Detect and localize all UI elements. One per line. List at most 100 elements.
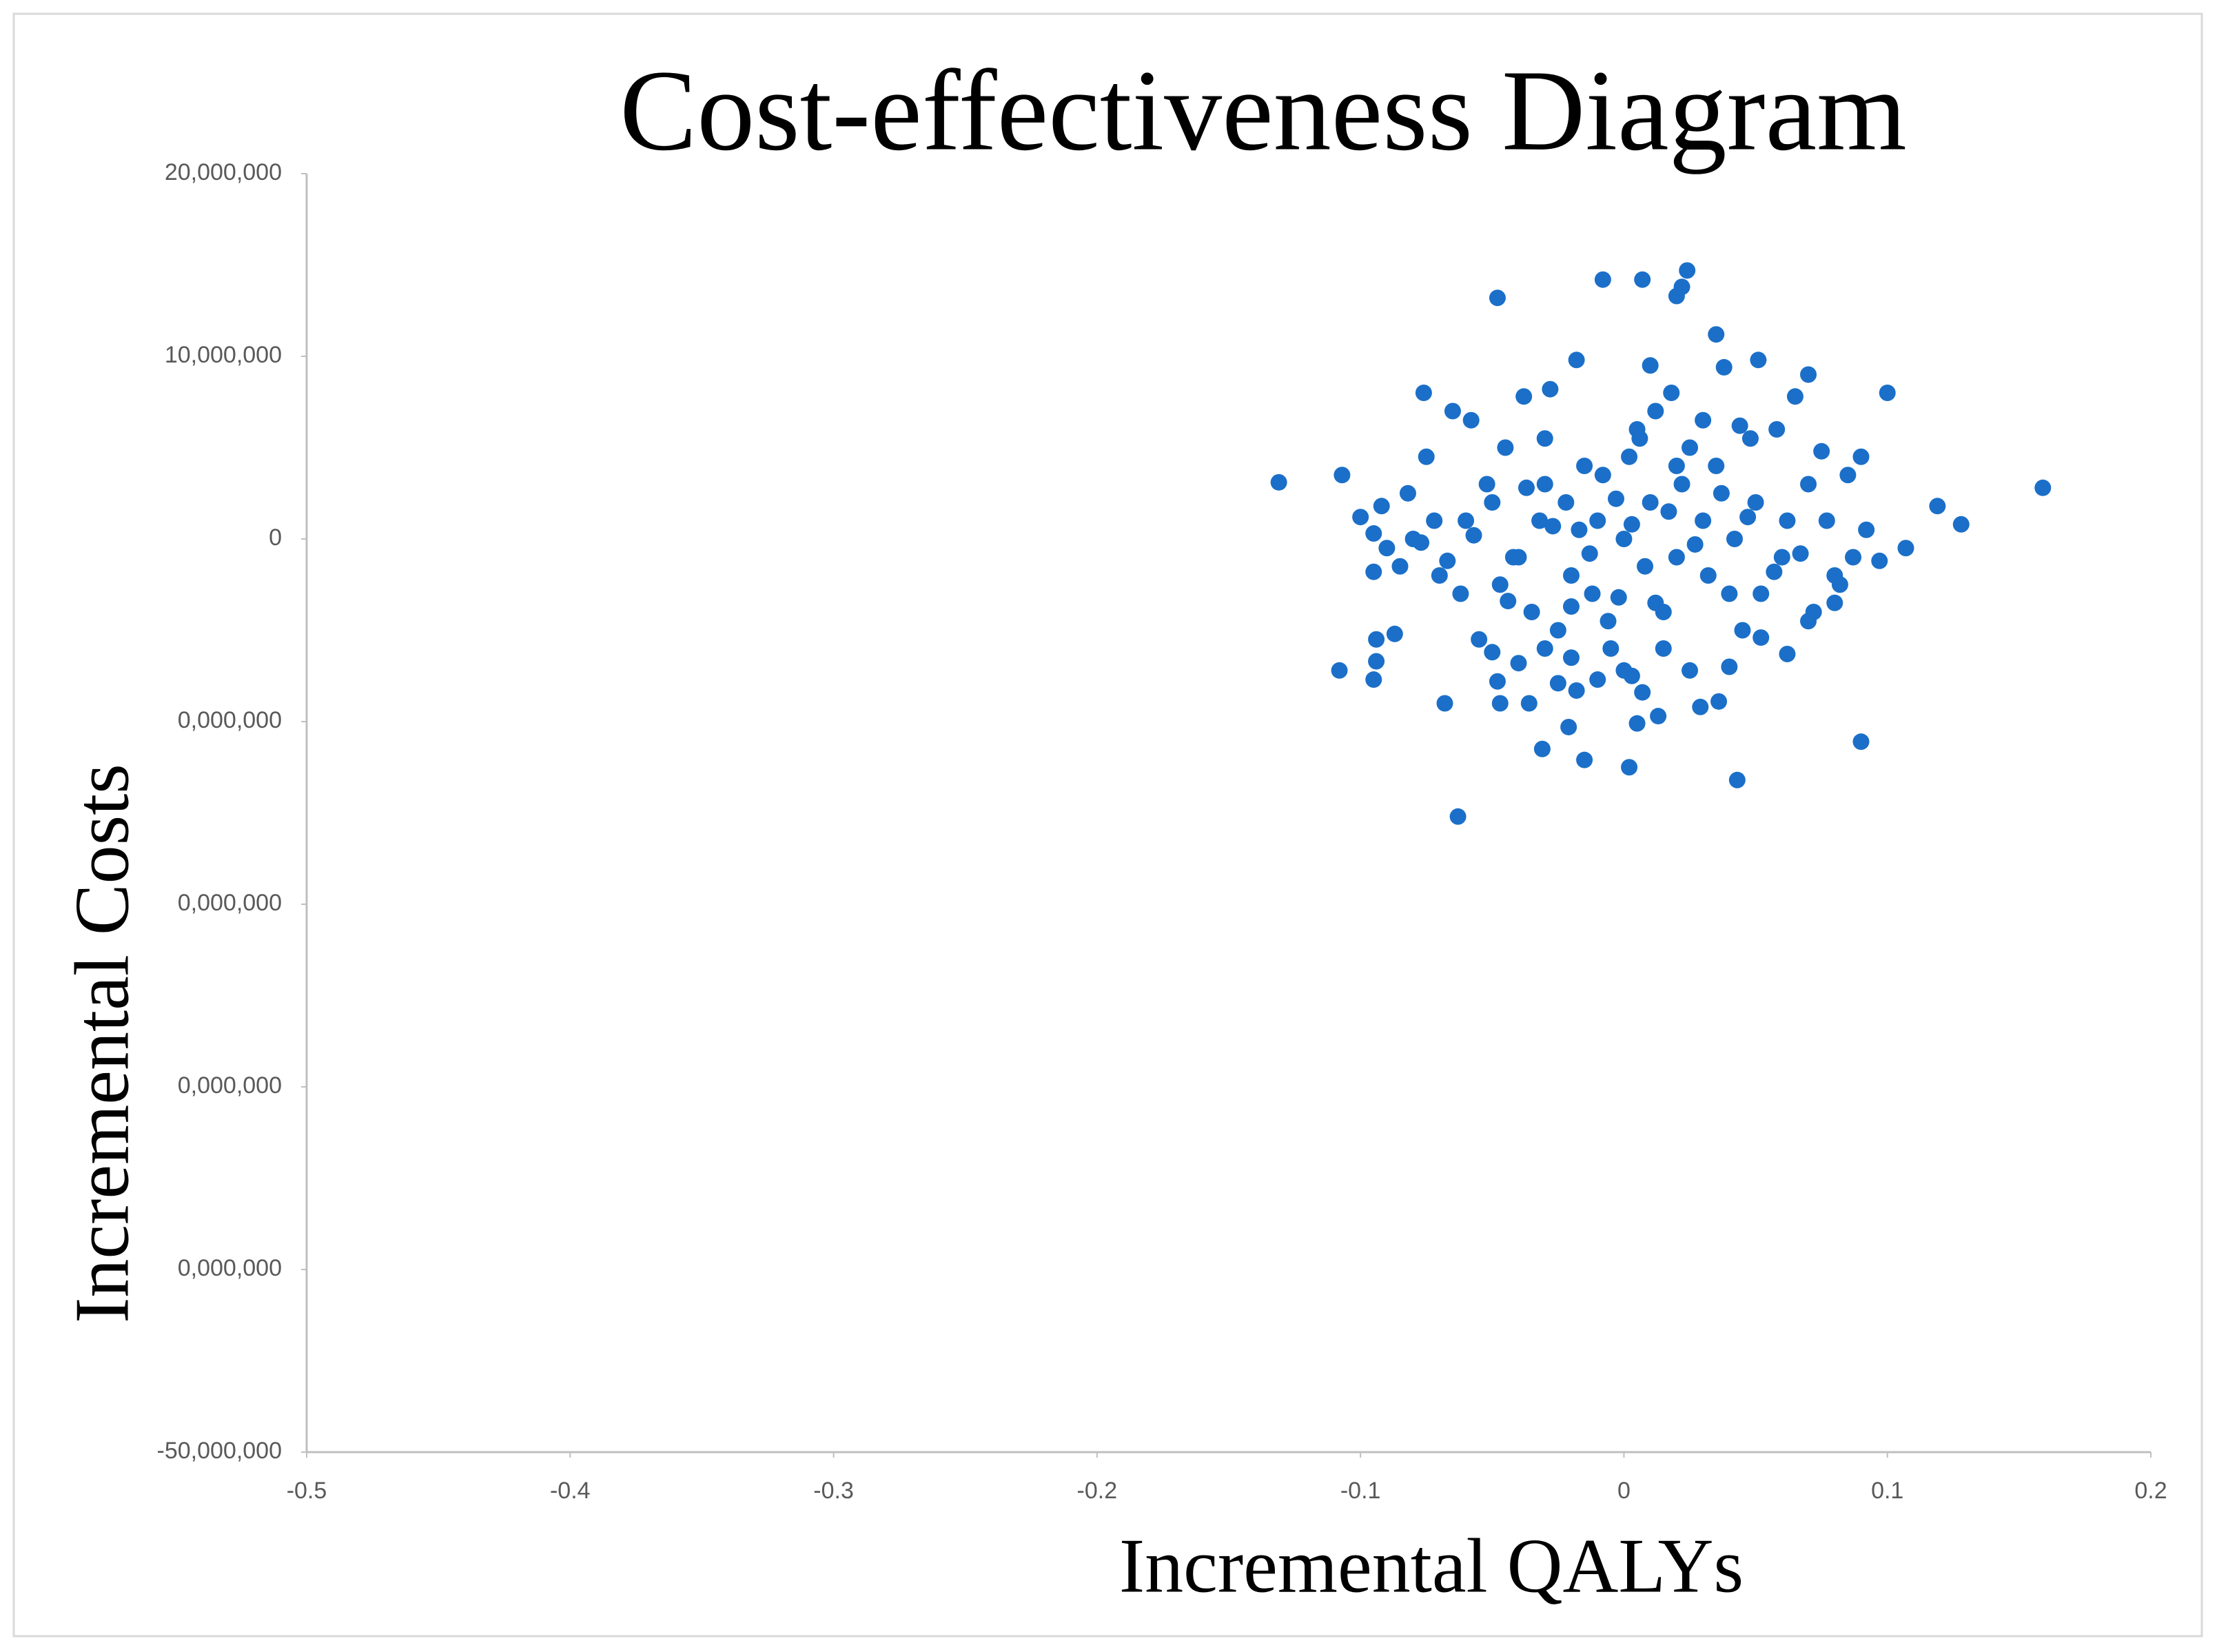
scatter-point [1713,485,1730,502]
scatter-point [1568,351,1585,369]
scatter-point [1415,385,1432,401]
scatter-point [1668,549,1685,566]
y-tick-label: -50,000,000 [157,1438,283,1464]
scatter-point [1845,549,1862,566]
scatter-point [1520,695,1537,712]
scatter-point [1484,644,1501,661]
scatter-point [1594,271,1611,288]
y-axis-label: Incremental Costs [60,764,145,1323]
scatter-point [1686,536,1704,553]
scatter-point [1897,540,1914,557]
scatter-point [1386,625,1403,642]
scatter-point [1533,740,1551,757]
scatter-point [1826,594,1843,611]
scatter-point [1439,552,1456,569]
x-axis-label: Incremental QALYs [1119,1524,1744,1609]
x-tick-label: -0.5 [287,1478,327,1504]
scatter-point [1549,675,1566,692]
scatter-point [1668,458,1685,474]
scatter-point [1478,476,1495,493]
chart-title: Cost-effectiveness Diagram [620,47,1907,175]
scatter-point [1831,576,1848,593]
x-tick-label: -0.1 [1340,1478,1381,1504]
scatter-point [1549,622,1566,639]
scatter-point [1331,662,1348,679]
scatter-point [1600,613,1617,630]
scatter-point [1365,563,1382,580]
scatter-point [1779,645,1796,662]
scatter-point [1489,673,1506,690]
scatter-point [1368,631,1385,648]
scatter-point [1708,326,1725,343]
scatter-point [1431,567,1448,584]
scatter-point [1426,512,1443,529]
chart-frame [12,12,2203,1638]
scatter-point [1621,759,1638,776]
scatter-point [1436,695,1453,712]
scatter-point [1602,640,1620,657]
scatter-point [1699,567,1717,584]
scatter-point [1334,467,1351,484]
scatter-point [1581,545,1598,562]
scatter-point [1418,448,1435,465]
scatter-point [1682,439,1698,456]
scatter-point [1365,671,1382,689]
scatter-point [1544,518,1562,535]
scatter-point [1731,417,1748,434]
scatter-point [1628,715,1646,732]
scatter-point [1576,751,1593,768]
scatter-point [1444,402,1461,420]
scatter-point [1634,684,1651,701]
scatter-point [1458,512,1475,529]
y-tick-label: 0,000,000 [178,890,282,916]
scatter-point [1589,671,1606,689]
scatter-point [1710,693,1728,710]
scatter-point [1510,655,1527,672]
scatter-point [1515,388,1533,405]
scatter-point [1523,604,1540,620]
y-tick-label: 0,000,000 [178,1072,282,1099]
scatter-point [1663,385,1680,401]
scatter-point [1741,430,1759,447]
scatter-point [1391,558,1409,575]
scatter-point [1489,289,1506,307]
scatter-point [1747,494,1764,511]
scatter-point [1504,549,1522,566]
scatter-point [1642,494,1659,511]
scatter-point [1728,771,1746,788]
scatter-point [1726,531,1743,547]
scatter-point [1352,509,1369,526]
scatter-point [1584,585,1601,602]
scatter-point [1378,540,1396,557]
scatter-point [1270,473,1287,491]
scatter-point [1465,527,1482,544]
scatter-point [1373,498,1390,515]
scatter-point [1786,388,1804,405]
scatter-point [1753,585,1770,602]
scatter-point [1647,402,1664,420]
scatter-point [1800,476,1817,493]
scatter-point [1497,439,1514,456]
scatter-point [1650,708,1667,725]
scatter-point [1536,430,1553,447]
scatter-point [1773,549,1790,566]
scatter-point [1594,467,1611,484]
scatter-point [1792,545,1809,562]
scatter-point [1750,351,1767,369]
scatter-point [1708,458,1725,474]
scatter-point [1660,503,1677,520]
scatter-point [1879,385,1896,401]
scatter-point [1471,631,1488,648]
scatter-point [1779,512,1796,529]
scatter-point [1871,552,1888,569]
scatter-point [1557,494,1575,511]
scatter-point [1800,366,1817,383]
scatter-point [1449,808,1467,825]
scatter-point [1491,576,1509,593]
scatter-point [1576,458,1593,474]
scatter-point [1679,262,1696,279]
scatter-point [1673,476,1690,493]
scatter-point [1571,521,1588,538]
